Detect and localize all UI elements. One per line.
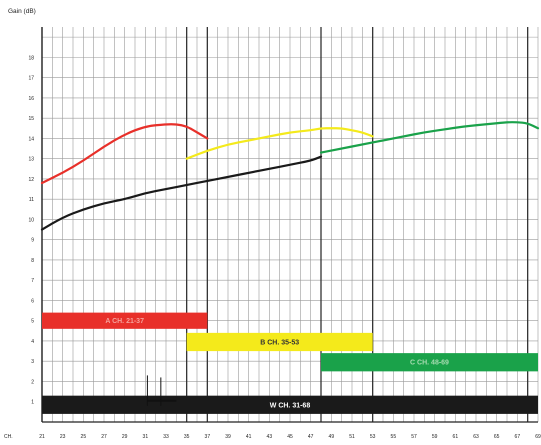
x-tick-label: 63: [473, 434, 479, 440]
x-tick-label: 65: [494, 434, 500, 440]
y-tick-label: 11: [29, 197, 34, 203]
x-tick-label: 27: [101, 434, 107, 440]
y-tick-label: 16: [28, 96, 34, 102]
x-axis-label: CH.: [4, 434, 13, 440]
x-tick-label: 35: [184, 434, 190, 440]
x-tick-label: 69: [535, 434, 541, 440]
gain-curve: [40, 155, 323, 231]
x-tick-label: 29: [122, 434, 128, 440]
gain-curve: [185, 127, 374, 160]
x-tick-label: 59: [432, 434, 438, 440]
y-axis-label: Gain (dB): [8, 8, 36, 15]
y-tick-label: 8: [31, 258, 34, 264]
x-tick-label: 39: [225, 434, 231, 440]
x-tick-label: 37: [205, 434, 211, 440]
x-tick-label: 53: [370, 434, 376, 440]
gain-curves: [40, 121, 540, 231]
x-tick-label: 45: [287, 434, 293, 440]
x-tick-label: 67: [515, 434, 521, 440]
x-tick-label: 25: [81, 434, 87, 440]
x-tick-label: 33: [163, 434, 169, 440]
x-tick-label: 23: [60, 434, 66, 440]
channel-band-label: W CH. 31-68: [270, 402, 311, 409]
x-tick-label: 55: [391, 434, 397, 440]
channel-band-label: C CH. 48-69: [410, 360, 449, 367]
y-tick-label: 18: [28, 55, 34, 61]
y-tick-label: 3: [31, 359, 34, 365]
y-tick-label: 6: [31, 298, 34, 304]
x-tick-label: 21: [39, 434, 45, 440]
channel-band-label: B CH. 35-53: [260, 339, 299, 346]
x-tick-label: 61: [453, 434, 459, 440]
x-tick-label: 41: [246, 434, 252, 440]
y-tick-label: 15: [28, 116, 34, 122]
x-tick-label: 49: [329, 434, 335, 440]
channel-band-label: A CH. 21-37: [105, 318, 144, 325]
channel-band: [321, 353, 538, 372]
y-tick-label: 13: [28, 157, 34, 163]
y-tick-label: 17: [28, 76, 34, 82]
y-tick-label: 1: [31, 400, 34, 406]
gain-curve: [40, 123, 209, 185]
y-tick-label: 4: [31, 339, 34, 345]
channel-band: [42, 312, 208, 329]
x-tick-label: 47: [308, 434, 314, 440]
channel-band: [186, 332, 373, 352]
y-tick-label: 14: [28, 136, 34, 142]
x-tick-label: 43: [267, 434, 273, 440]
y-tick-label: 5: [31, 319, 34, 325]
x-tick-label: 57: [411, 434, 417, 440]
y-tick-label: 12: [28, 177, 34, 183]
y-tick-label: 10: [28, 217, 34, 223]
y-tick-label: 9: [31, 238, 34, 244]
y-tick-label: 7: [31, 278, 34, 284]
x-tick-label: 31: [143, 434, 149, 440]
x-tick-label: 51: [349, 434, 355, 440]
y-tick-label: 2: [31, 379, 34, 385]
channel-bands: A CH. 21-37 B CH. 35-53 C CH. 48-69 W CH. 3…: [42, 312, 538, 414]
gain-curve: [319, 121, 540, 154]
